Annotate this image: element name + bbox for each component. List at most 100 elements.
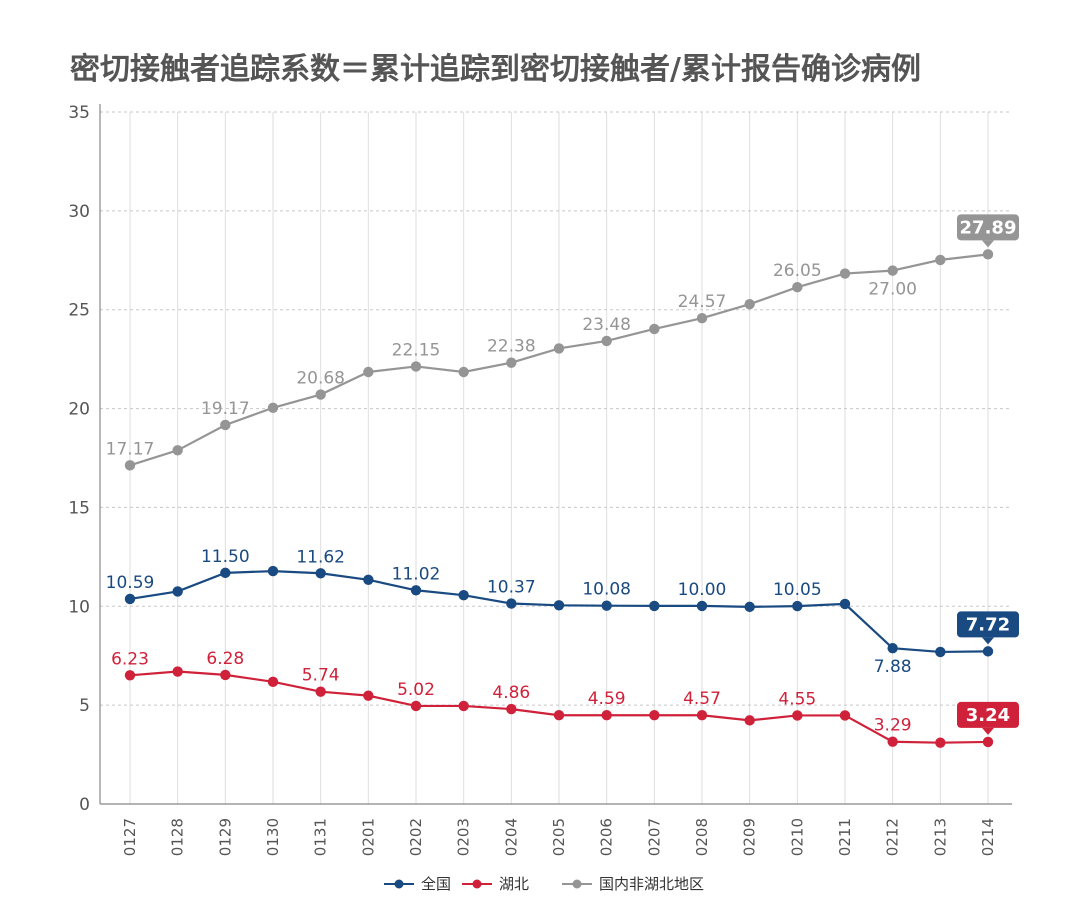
- callout-pointer: [982, 727, 994, 735]
- data-point: [601, 710, 612, 721]
- data-point: [506, 703, 517, 715]
- data-label: 4.59: [588, 689, 626, 709]
- data-point: [982, 646, 994, 657]
- data-label: 4.86: [492, 683, 530, 703]
- data-point: [839, 710, 851, 721]
- data-point: [696, 313, 708, 324]
- x-tick-label: 0204: [502, 818, 520, 856]
- data-point: [506, 357, 517, 368]
- data-point: [124, 593, 136, 605]
- data-label: 5.02: [397, 680, 435, 700]
- data-label: 17.17: [106, 439, 155, 459]
- data-point: [553, 343, 565, 354]
- x-tick-label: 0210: [788, 818, 806, 856]
- data-point: [172, 666, 183, 677]
- data-point: [315, 568, 326, 579]
- data-label: 5.74: [302, 666, 340, 686]
- data-point: [315, 389, 326, 400]
- data-point: [982, 249, 994, 260]
- data-point: [458, 366, 469, 378]
- data-point: [935, 646, 946, 658]
- x-tick-label: 0201: [359, 818, 377, 856]
- data-point: [410, 361, 422, 372]
- data-label: 10.05: [773, 580, 822, 600]
- legend-marker: [394, 879, 404, 889]
- data-point: [458, 590, 469, 601]
- data-point: [935, 737, 946, 748]
- callout-box: [957, 214, 1019, 241]
- data-label: 6.28: [206, 649, 244, 669]
- data-label: 27.00: [868, 280, 917, 300]
- data-point: [744, 298, 755, 310]
- data-point: [410, 585, 422, 596]
- data-label: 6.23: [111, 649, 149, 669]
- data-point: [410, 700, 422, 712]
- data-label: 4.55: [778, 689, 816, 709]
- data-point: [839, 268, 851, 279]
- legend-label: 国内非湖北地区: [599, 875, 704, 893]
- data-point: [315, 686, 326, 697]
- x-tick-label: 0129: [216, 818, 234, 856]
- data-point: [220, 567, 231, 579]
- x-tick-label: 0207: [645, 818, 663, 856]
- data-point: [506, 598, 517, 609]
- y-tick-label: 15: [68, 498, 90, 518]
- data-point: [696, 600, 708, 612]
- data-label: 11.02: [392, 564, 441, 584]
- data-point: [935, 254, 946, 266]
- legend-marker: [472, 879, 482, 889]
- data-point: [744, 601, 755, 613]
- x-tick-label: 0211: [836, 818, 854, 856]
- data-label: 20.68: [296, 369, 345, 389]
- data-point: [220, 669, 231, 681]
- y-tick-label: 5: [79, 696, 90, 716]
- data-point: [887, 736, 898, 747]
- data-point: [267, 676, 279, 688]
- x-tick-label: 0214: [979, 818, 997, 856]
- data-point: [839, 598, 851, 610]
- data-label: 4.57: [683, 689, 721, 709]
- data-label: 10.37: [487, 578, 536, 598]
- legend-label: 全国: [421, 875, 451, 893]
- callout-label: 27.89: [960, 217, 1017, 238]
- data-point: [172, 586, 183, 597]
- x-tick-label: 0213: [931, 818, 949, 856]
- data-point: [363, 690, 374, 701]
- data-point: [887, 265, 898, 276]
- data-point: [172, 445, 183, 456]
- x-tick-label: 0203: [455, 818, 473, 856]
- callout-label: 3.24: [966, 705, 1010, 726]
- data-label: 19.17: [201, 399, 250, 419]
- data-point: [601, 600, 612, 611]
- data-label: 11.50: [201, 547, 250, 567]
- data-point: [363, 366, 374, 378]
- data-point: [267, 565, 279, 577]
- x-tick-label: 0209: [741, 818, 759, 856]
- data-point: [553, 710, 565, 721]
- chart-title: 密切接触者追踪系数＝累计追踪到密切接触者/累计报告确诊病例: [70, 52, 921, 87]
- callout-box: [957, 611, 1019, 638]
- data-point: [792, 710, 803, 721]
- x-tick-label: 0212: [884, 818, 902, 856]
- x-tick-label: 0128: [169, 818, 187, 856]
- data-point: [792, 281, 803, 293]
- x-tick-label: 0127: [121, 818, 139, 856]
- x-tick-label: 0202: [407, 818, 425, 856]
- legend-label: 湖北: [499, 875, 529, 893]
- y-tick-label: 25: [68, 301, 90, 321]
- data-label: 7.88: [874, 657, 912, 677]
- data-label: 10.59: [106, 573, 155, 593]
- data-point: [887, 643, 898, 654]
- data-point: [601, 335, 612, 347]
- callout-label: 7.72: [966, 614, 1010, 635]
- data-point: [982, 736, 994, 748]
- x-tick-label: 0205: [550, 818, 568, 856]
- y-tick-label: 10: [68, 597, 90, 617]
- data-point: [696, 710, 708, 721]
- data-point: [649, 323, 660, 335]
- data-label: 24.57: [678, 292, 727, 312]
- data-label: 3.29: [874, 716, 912, 736]
- data-point: [124, 670, 136, 681]
